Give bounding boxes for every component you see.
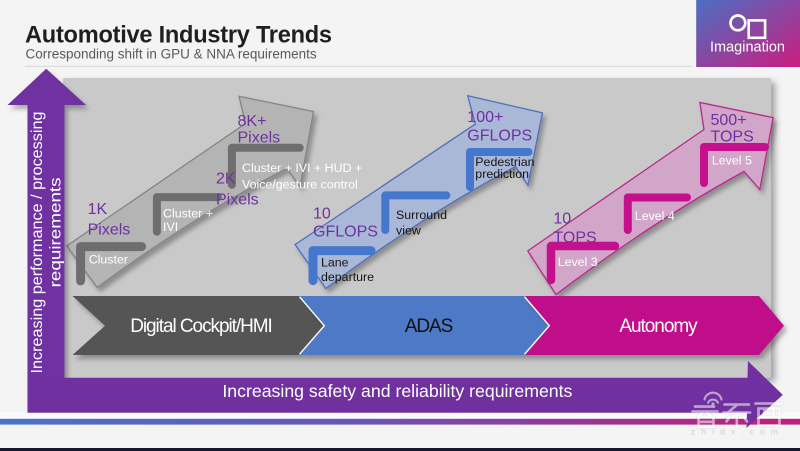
- svg-text:Level 5: Level 5: [712, 154, 752, 168]
- svg-text:IVI: IVI: [163, 220, 178, 234]
- svg-text:Pedestrian: Pedestrian: [475, 155, 534, 169]
- svg-text:view: view: [396, 224, 421, 238]
- svg-text:Increasing performance / proce: Increasing performance / processing: [29, 112, 46, 374]
- svg-text:Digital Cockpit/HMI: Digital Cockpit/HMI: [130, 316, 272, 337]
- svg-text:Surround: Surround: [396, 208, 447, 222]
- svg-text:Cluster: Cluster: [89, 253, 128, 267]
- svg-text:8K+: 8K+: [238, 113, 267, 130]
- svg-text:1K: 1K: [88, 201, 108, 218]
- svg-text:Increasing safety and reliabil: Increasing safety and reliability requir…: [222, 381, 572, 401]
- svg-text:GFLOPS: GFLOPS: [313, 223, 378, 240]
- svg-text:100+: 100+: [467, 109, 503, 126]
- svg-text:Lane: Lane: [321, 255, 349, 269]
- svg-text:ADAS: ADAS: [405, 316, 453, 337]
- svg-text:Level 3: Level 3: [558, 255, 598, 269]
- svg-text:500+: 500+: [711, 112, 747, 129]
- svg-text:Cluster + IVI + HUD +: Cluster + IVI + HUD +: [242, 161, 362, 175]
- svg-text:Pixels: Pixels: [216, 192, 259, 209]
- svg-text:Autonomy: Autonomy: [619, 316, 698, 337]
- svg-text:Cluster +: Cluster +: [163, 206, 213, 220]
- svg-text:GFLOPS: GFLOPS: [467, 128, 532, 145]
- svg-text:Voice/gesture control: Voice/gesture control: [242, 178, 358, 192]
- svg-text:requirements: requirements: [48, 177, 65, 287]
- svg-text:TOPS: TOPS: [553, 230, 596, 247]
- svg-text:2K: 2K: [216, 171, 236, 188]
- svg-text:Level 4: Level 4: [635, 209, 675, 223]
- svg-text:Imagination: Imagination: [710, 39, 785, 55]
- svg-text:10: 10: [313, 206, 331, 223]
- svg-text:prediction: prediction: [475, 167, 529, 181]
- svg-text:Pixels: Pixels: [238, 129, 281, 146]
- svg-text:zhidx.com: zhidx.com: [691, 427, 784, 437]
- svg-text:Corresponding shift in GPU & N: Corresponding shift in GPU & NNA require…: [26, 47, 317, 62]
- svg-text:Pixels: Pixels: [88, 221, 131, 238]
- svg-text:departure: departure: [321, 270, 374, 284]
- svg-text:10: 10: [553, 211, 571, 228]
- svg-text:TOPS: TOPS: [711, 128, 754, 145]
- svg-text:Automotive Industry Trends: Automotive Industry Trends: [25, 23, 332, 49]
